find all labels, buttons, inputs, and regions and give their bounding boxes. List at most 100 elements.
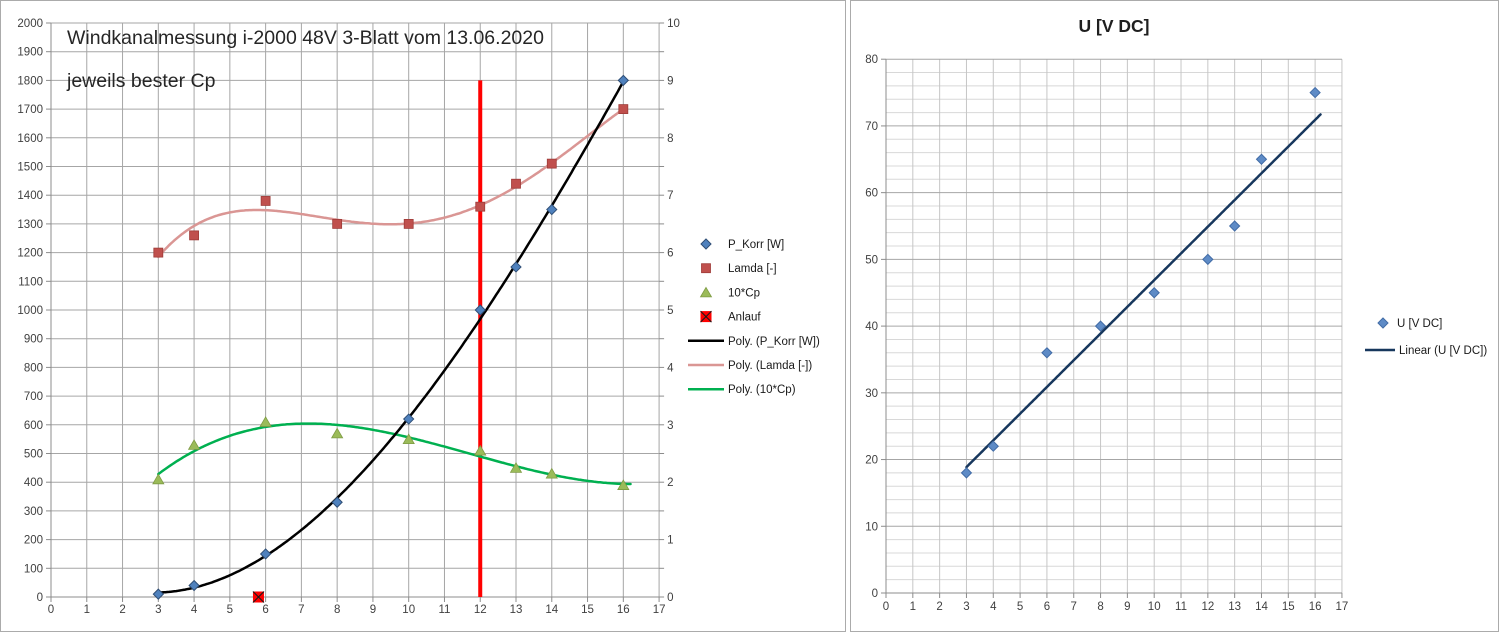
- svg-text:Lamda [-]: Lamda [-]: [728, 263, 777, 275]
- left-chart-legend[interactable]: P_Korr [W] Lamda [-] 10*Cp Anlauf Poly. (P_K…: [688, 238, 820, 396]
- svg-text:Poly. (P_Korr [W]): Poly. (P_Korr [W]): [728, 336, 820, 348]
- svg-text:1400: 1400: [17, 190, 43, 202]
- svg-text:60: 60: [865, 188, 878, 200]
- series-anlauf[interactable]: [252, 591, 265, 603]
- legend-item-p-korr-w[interactable]: P_Korr [W]: [700, 238, 784, 251]
- svg-text:5: 5: [227, 604, 233, 616]
- axis-lines-and-ticks: [881, 58, 1343, 598]
- legend-item-u-v-dc[interactable]: U [V DC]: [1377, 317, 1442, 330]
- svg-text:40: 40: [865, 321, 878, 333]
- svg-text:10: 10: [1148, 601, 1161, 613]
- svg-text:5: 5: [667, 305, 673, 317]
- svg-text:500: 500: [24, 449, 43, 461]
- trendline-poly-p-korr-w[interactable]: [157, 80, 625, 594]
- svg-text:Poly. (Lamda [-]): Poly. (Lamda [-]): [728, 360, 812, 372]
- svg-text:U [V DC]: U [V DC]: [1397, 318, 1442, 330]
- legend-item-anlauf[interactable]: Anlauf: [700, 310, 762, 324]
- svg-text:9: 9: [370, 604, 376, 616]
- trendline-poly-lamda[interactable]: [157, 106, 627, 259]
- svg-text:Linear (U [V DC]): Linear (U [V DC]): [1399, 345, 1487, 357]
- series-10-cp[interactable]: [152, 416, 630, 490]
- svg-text:8: 8: [667, 133, 673, 145]
- legend-item-poly-lamda[interactable]: Poly. (Lamda [-]): [688, 360, 812, 372]
- svg-text:17: 17: [1336, 601, 1349, 613]
- svg-text:9: 9: [667, 75, 673, 87]
- left-chart-panel[interactable]: 0 100 200 300 400 500 600 700 800 900 1000 1100 1200…: [0, 0, 846, 632]
- svg-text:14: 14: [545, 604, 558, 616]
- right-chart-panel[interactable]: 0 10 20 30 40 50 60 70 80 0 1 2 3 4 5 6 7 8 9 10 11 12 13 14 15 1…: [850, 0, 1499, 632]
- svg-text:3: 3: [963, 601, 969, 613]
- legend-item-10-cp[interactable]: 10*Cp: [699, 286, 760, 299]
- legend-item-lamda[interactable]: Lamda [-]: [701, 263, 777, 275]
- svg-text:20: 20: [865, 455, 878, 467]
- svg-text:1900: 1900: [17, 47, 43, 59]
- svg-text:11: 11: [438, 604, 450, 616]
- series-p-korr-w[interactable]: [152, 74, 630, 600]
- svg-text:17: 17: [653, 604, 666, 616]
- right-chart-legend[interactable]: U [V DC] Linear (U [V DC]): [1365, 317, 1487, 357]
- svg-text:15: 15: [1282, 601, 1295, 613]
- svg-text:9: 9: [1124, 601, 1130, 613]
- svg-text:1100: 1100: [18, 276, 43, 288]
- svg-text:0: 0: [37, 592, 43, 604]
- svg-text:80: 80: [865, 54, 878, 66]
- svg-text:0: 0: [48, 604, 54, 616]
- svg-text:0: 0: [872, 588, 878, 600]
- svg-text:4: 4: [990, 601, 997, 613]
- svg-text:1000: 1000: [17, 305, 43, 317]
- svg-text:2: 2: [936, 601, 942, 613]
- axis-tick-labels: 0100200300400500600700800900100011001200…: [17, 18, 679, 616]
- svg-text:800: 800: [24, 362, 43, 374]
- svg-text:13: 13: [510, 604, 523, 616]
- svg-text:100: 100: [24, 563, 43, 575]
- svg-text:10: 10: [667, 18, 680, 30]
- svg-text:30: 30: [865, 388, 878, 400]
- svg-text:P_Korr [W]: P_Korr [W]: [728, 239, 784, 251]
- svg-text:0: 0: [667, 592, 673, 604]
- svg-text:1600: 1600: [17, 133, 43, 145]
- svg-text:3: 3: [667, 420, 673, 432]
- svg-text:1200: 1200: [17, 248, 43, 260]
- svg-text:0: 0: [883, 601, 889, 613]
- right-chart-title: U [V DC]: [1078, 16, 1150, 36]
- svg-text:11: 11: [1175, 601, 1187, 613]
- legend-item-poly-10-cp[interactable]: Poly. (10*Cp): [688, 384, 796, 396]
- svg-text:900: 900: [24, 334, 43, 346]
- legend-item-poly-p-korr-w[interactable]: Poly. (P_Korr [W]): [688, 336, 820, 348]
- svg-text:300: 300: [24, 506, 43, 518]
- svg-text:700: 700: [24, 391, 43, 403]
- svg-text:1: 1: [910, 601, 916, 613]
- svg-text:16: 16: [617, 604, 630, 616]
- svg-text:50: 50: [865, 254, 878, 266]
- svg-text:12: 12: [1201, 601, 1214, 613]
- svg-text:4: 4: [191, 604, 198, 616]
- svg-text:13: 13: [1228, 601, 1241, 613]
- trendline-linear-u-v-dc[interactable]: [965, 113, 1322, 469]
- svg-text:7: 7: [1071, 601, 1077, 613]
- svg-text:1500: 1500: [17, 162, 43, 174]
- svg-text:2: 2: [119, 604, 125, 616]
- svg-text:1700: 1700: [17, 104, 43, 116]
- svg-text:7: 7: [298, 604, 304, 616]
- svg-text:10: 10: [865, 521, 878, 533]
- series-u-v-dc[interactable]: [960, 86, 1321, 479]
- svg-text:16: 16: [1309, 601, 1322, 613]
- left-chart-canvas[interactable]: 0100200300400500600700800900100011001200…: [1, 1, 847, 633]
- legend-item-linear-u-v-dc[interactable]: Linear (U [V DC]): [1365, 345, 1487, 357]
- svg-text:5: 5: [1017, 601, 1023, 613]
- series-lamda[interactable]: [153, 104, 629, 258]
- plot-gridlines: [50, 22, 660, 598]
- svg-text:2: 2: [667, 477, 673, 489]
- svg-text:12: 12: [474, 604, 487, 616]
- svg-text:3: 3: [155, 604, 161, 616]
- left-chart-subtitle: jeweils bester Cp: [67, 70, 216, 92]
- svg-text:400: 400: [24, 477, 43, 489]
- svg-text:1: 1: [667, 535, 673, 547]
- svg-text:1300: 1300: [17, 219, 43, 231]
- left-chart-title: Windkanalmessung i-2000 48V 3-Blatt vom …: [67, 27, 544, 49]
- svg-text:Anlauf: Anlauf: [728, 312, 761, 324]
- svg-text:10*Cp: 10*Cp: [728, 287, 760, 299]
